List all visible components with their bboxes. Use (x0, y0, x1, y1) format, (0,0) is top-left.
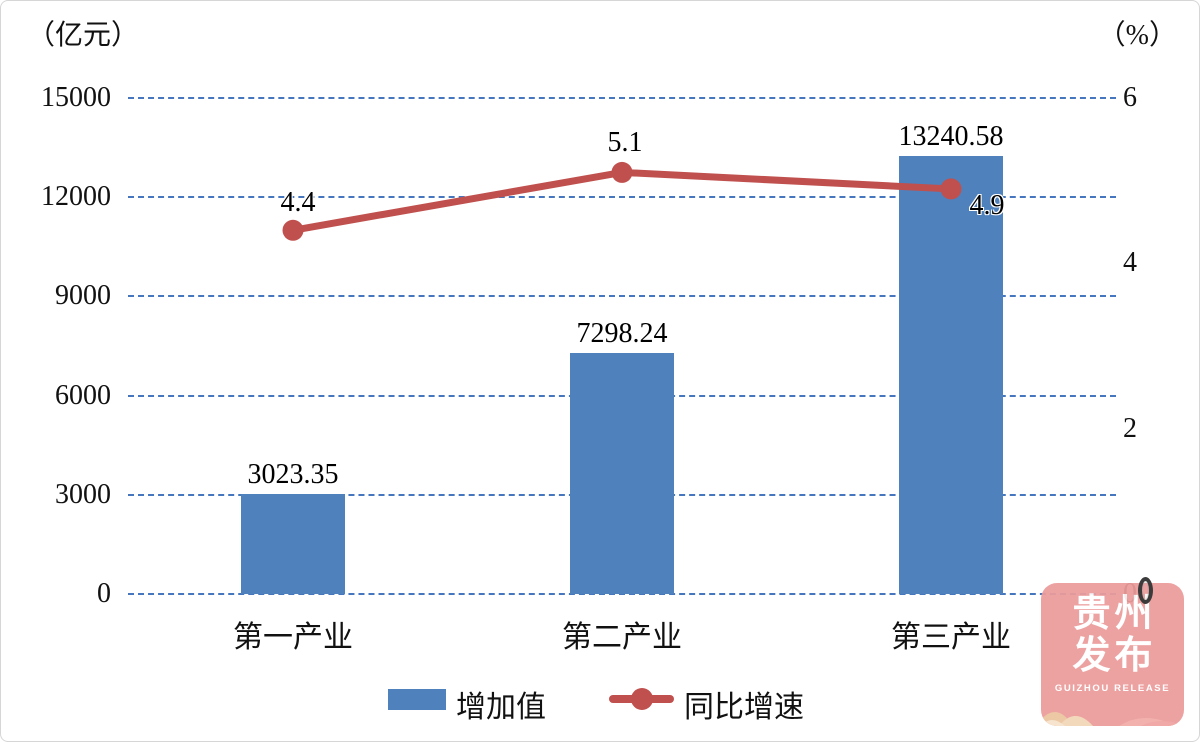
x-axis-category-label: 第一产业 (233, 621, 353, 654)
bar (570, 352, 674, 594)
line-point-label: 5.1 (607, 127, 643, 159)
left-axis-unit-label: （亿元） (27, 20, 140, 51)
tag-ring-icon (1138, 577, 1153, 604)
gridline (128, 593, 1116, 595)
guizhou-release-watermark-logo: 贵州 发布 GUIZHOU RELEASE (1041, 577, 1184, 726)
watermark-text-line2: 发布 (1072, 635, 1157, 677)
watermark-subtitle: GUIZHOU RELEASE (1054, 683, 1171, 694)
legend-line-marker-icon (631, 688, 653, 710)
watermark-text-line1: 贵州 (1072, 593, 1157, 635)
left-axis-tick-label: 15000 (41, 82, 111, 113)
bar-value-label: 13240.58 (898, 121, 1004, 153)
legend-bar-label: 增加值 (456, 691, 546, 724)
line-point-label: 4.9 (969, 189, 1005, 221)
right-axis-tick-label: 6 (1123, 82, 1137, 113)
right-axis-tick-label: 4 (1123, 247, 1137, 279)
left-axis-tick-label: 12000 (41, 181, 111, 213)
right-axis-tick-label: 2 (1123, 412, 1137, 444)
legend-bar-swatch (388, 689, 446, 710)
x-axis-category-label: 第二产业 (562, 621, 682, 654)
bar (241, 494, 345, 594)
gridline (128, 97, 1116, 99)
legend-line-label: 同比增速 (684, 691, 804, 724)
gridline (128, 295, 1116, 298)
line-marker (282, 219, 304, 241)
left-axis-tick-label: 0 (97, 578, 111, 609)
line-point-label: 4.4 (280, 187, 316, 219)
bar-value-label: 3023.35 (247, 459, 339, 491)
left-axis-tick-label: 3000 (55, 478, 111, 510)
line-marker (611, 161, 633, 183)
x-axis-category-label: 第三产业 (891, 621, 1011, 654)
bar-value-label: 7298.24 (576, 317, 668, 349)
mountains-icon (1041, 712, 1184, 726)
left-axis-tick-label: 9000 (55, 280, 111, 312)
right-axis-unit-label: （%） (1097, 20, 1177, 51)
left-axis-tick-label: 6000 (55, 379, 111, 411)
